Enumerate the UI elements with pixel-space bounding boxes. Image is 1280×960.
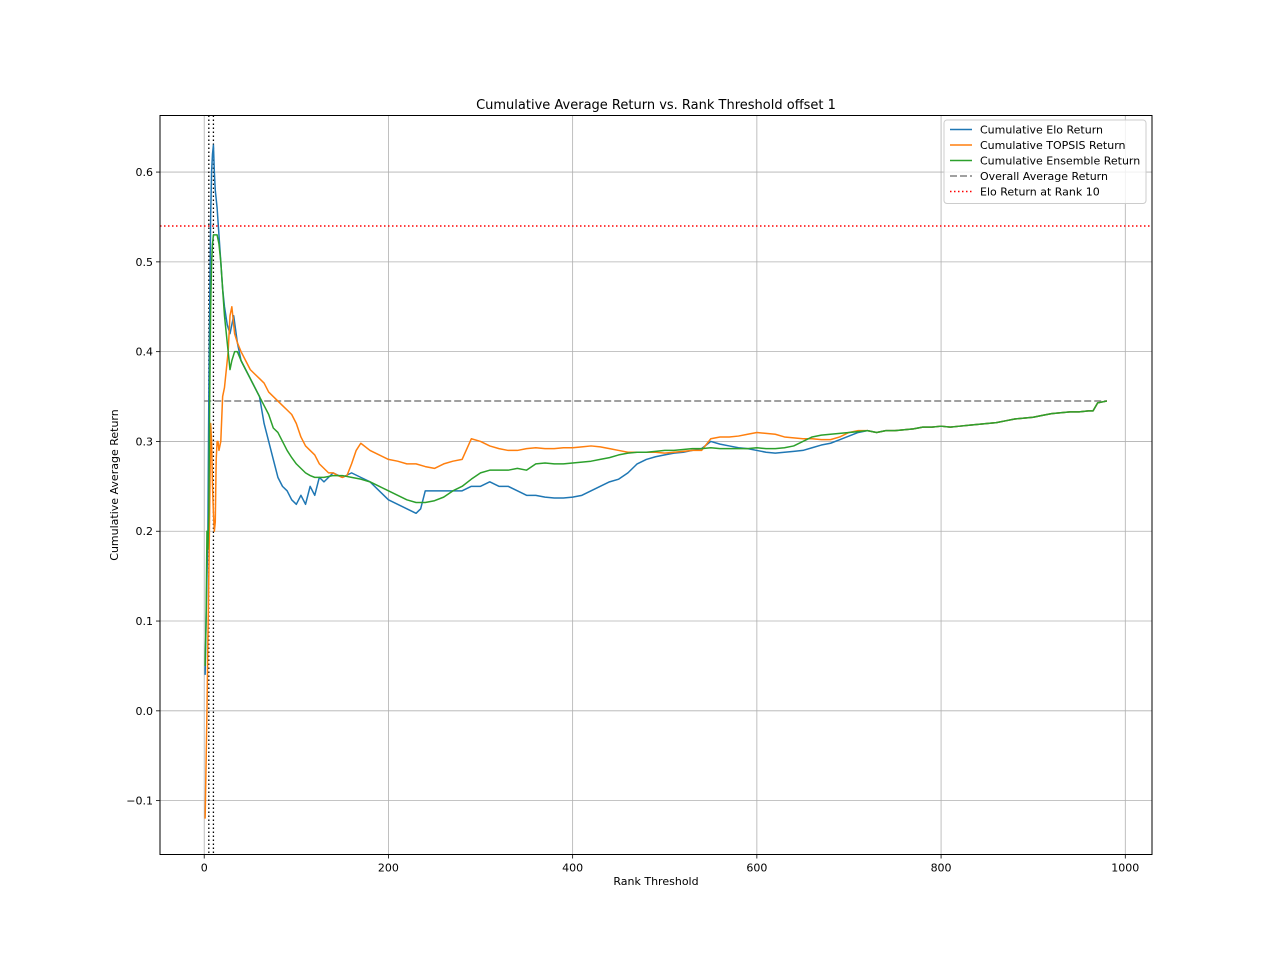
x-tick-label: 1000	[1111, 862, 1139, 875]
grid	[160, 115, 1152, 855]
x-tick-label: 200	[378, 862, 399, 875]
legend-box	[943, 119, 1147, 204]
reference-lines	[160, 115, 1152, 855]
legend: Cumulative Elo Return Cumulative TOPSIS R…	[943, 119, 1147, 204]
y-tick-label: 0.2	[136, 525, 154, 538]
x-axis-label: Rank Threshold	[613, 875, 698, 888]
chart-title: Cumulative Average Return vs. Rank Thres…	[476, 98, 836, 113]
y-tick-label: 0.5	[136, 256, 154, 269]
legend-label: Cumulative Ensemble Return	[980, 155, 1140, 168]
x-tick-label: 400	[562, 862, 583, 875]
y-tick-label: 0.6	[136, 166, 154, 179]
axis-ticks: 0 200 400 600 800 1000 −0.1 0.0 0.1 0.2 0.3 0.4 0.5 0…	[126, 166, 1139, 874]
x-tick-label: 800	[931, 862, 952, 875]
y-tick-label: 0.4	[136, 346, 154, 359]
y-tick-label: −0.1	[126, 795, 153, 808]
series-line	[204, 234, 1108, 666]
series-lines	[204, 144, 1108, 819]
x-tick-label: 0	[201, 862, 208, 875]
y-axis-label: Cumulative Average Return	[108, 409, 121, 560]
legend-label: Elo Return at Rank 10	[980, 186, 1100, 199]
legend-label: Cumulative Elo Return	[980, 124, 1103, 137]
y-tick-label: 0.1	[136, 615, 154, 628]
legend-label: Cumulative TOPSIS Return	[980, 139, 1126, 152]
y-tick-label: 0.0	[136, 705, 154, 718]
legend-label: Overall Average Return	[980, 170, 1108, 183]
x-tick-label: 600	[746, 862, 767, 875]
plot-frame	[159, 115, 1153, 855]
y-tick-label: 0.3	[136, 435, 154, 448]
